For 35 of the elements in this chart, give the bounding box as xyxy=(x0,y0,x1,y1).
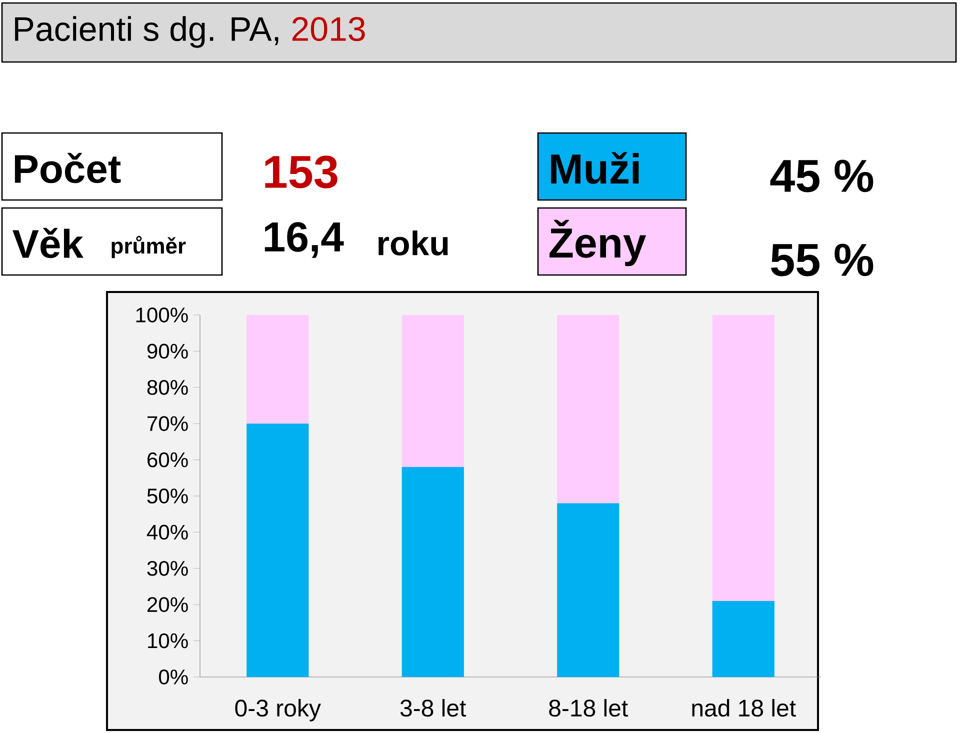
text: roku xyxy=(378,230,448,256)
chart-title: Pacienti s dg. PA, xyxy=(15,16,278,48)
bar xyxy=(557,503,620,677)
series-label: Ženy xyxy=(550,220,646,266)
y-tick-label: 30% xyxy=(147,560,188,576)
x-tick-label: 8-18 let xyxy=(549,699,628,717)
text: Počet xyxy=(14,152,121,184)
text: Věk xyxy=(12,228,84,258)
text: 45 % xyxy=(770,160,874,192)
y-tick-label: 50% xyxy=(147,488,188,504)
bar xyxy=(402,467,464,677)
bar xyxy=(557,315,620,504)
y-tick-label: 80% xyxy=(147,380,188,395)
y-tick-label: 100% xyxy=(136,308,188,322)
bar xyxy=(246,315,309,424)
bar xyxy=(712,315,774,601)
y-tick-label: 40% xyxy=(146,524,188,540)
y-tick-label: 90% xyxy=(147,344,188,359)
x-tick-label: nad 18 let xyxy=(692,699,796,717)
text: 153 xyxy=(265,156,338,188)
bar xyxy=(246,424,309,677)
x-tick-label: 3-8 let xyxy=(400,699,466,717)
bar xyxy=(402,315,464,468)
text: Muži xyxy=(551,152,639,184)
y-tick-label: 70% xyxy=(148,416,188,432)
text: 16,4 xyxy=(264,222,344,258)
chart-subtitle: 2013 xyxy=(292,17,365,42)
text: průměr xyxy=(112,236,186,258)
y-tick-label: 10% xyxy=(148,633,188,648)
y-tick-label: 20% xyxy=(148,597,188,612)
y-tick-label: 60% xyxy=(148,452,188,468)
bar xyxy=(712,600,774,677)
y-tick-label: 0% xyxy=(158,670,188,684)
x-tick-label: 0-3 roky xyxy=(235,699,321,722)
text: 55 % xyxy=(771,244,874,276)
